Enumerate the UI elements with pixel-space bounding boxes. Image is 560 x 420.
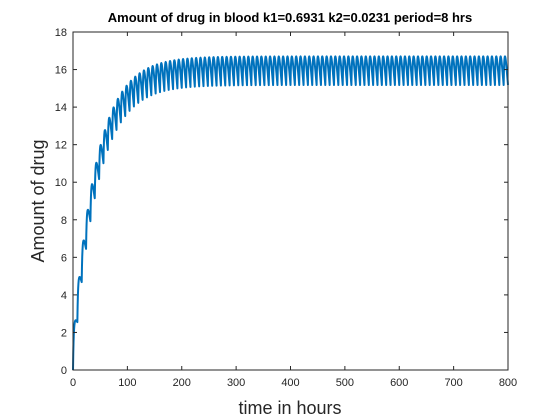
- chart-title: Amount of drug in blood k1=0.6931 k2=0.0…: [108, 10, 472, 25]
- y-tick-label: 6: [61, 252, 67, 264]
- y-axis-ticks: 0 2 4 6 8 10 12 14 16 18: [55, 27, 508, 377]
- x-tick-label: 200: [173, 377, 191, 389]
- axes-box: [72, 31, 509, 371]
- y-axis-label: Amount of drug: [28, 139, 48, 262]
- x-tick-label: 300: [227, 377, 245, 389]
- y-tick-label: 18: [55, 27, 67, 39]
- y-tick-label: 2: [61, 327, 67, 339]
- x-axis-label: time in hours: [238, 398, 341, 418]
- x-tick-label: 100: [118, 377, 136, 389]
- x-tick-label: 500: [336, 377, 354, 389]
- x-tick-label: 0: [70, 377, 76, 389]
- x-tick-label: 800: [499, 377, 517, 389]
- y-tick-label: 12: [55, 140, 67, 152]
- x-tick-label: 600: [390, 377, 408, 389]
- x-axis-ticks: 0 100 200 300 400 500 600 700 800: [70, 32, 517, 389]
- y-tick-label: 8: [61, 215, 67, 227]
- y-tick-label: 16: [55, 65, 67, 77]
- y-tick-label: 0: [61, 365, 67, 377]
- y-tick-label: 14: [55, 102, 67, 114]
- y-tick-label: 10: [55, 177, 67, 189]
- x-tick-label: 700: [444, 377, 462, 389]
- drug-amount-line: [72, 55, 509, 371]
- x-tick-label: 400: [281, 377, 299, 389]
- y-tick-label: 4: [61, 290, 67, 302]
